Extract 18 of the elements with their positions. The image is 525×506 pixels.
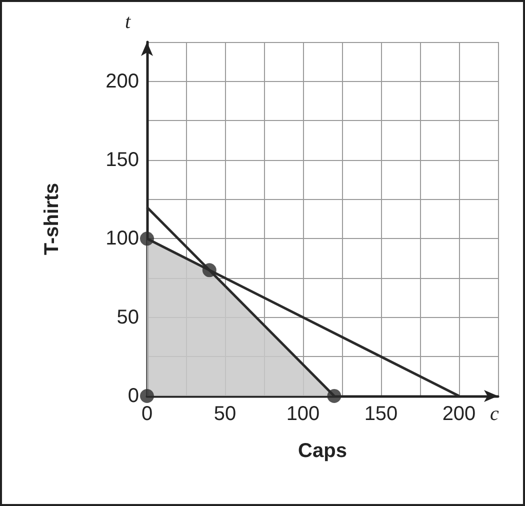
x-tick-label: 50 [214, 403, 236, 425]
point [327, 389, 342, 403]
x-tick-label: 150 [364, 403, 398, 425]
y-tick-label: 0 [128, 385, 139, 407]
point [140, 389, 154, 403]
x-axis-title: Caps [298, 440, 347, 462]
text: t [125, 11, 131, 33]
y-tick-label: 100 [106, 228, 139, 250]
y-tick-label: 150 [106, 149, 139, 171]
text: c [490, 403, 499, 425]
y-axis-title: T-shirts [41, 182, 63, 256]
x-tick-label: 0 [141, 403, 153, 425]
x-tick-label: 200 [442, 403, 476, 425]
y-tick-label: 200 [106, 70, 139, 92]
x-tick-label: 100 [286, 403, 320, 425]
point [202, 263, 216, 278]
y-tick-label: 50 [116, 306, 139, 328]
point [140, 232, 154, 246]
